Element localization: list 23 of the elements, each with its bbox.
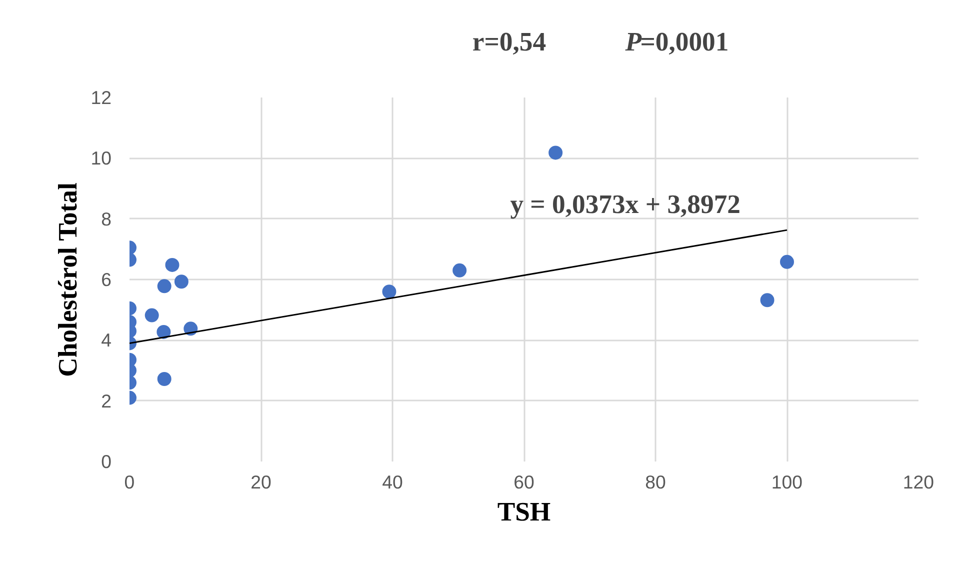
y-tick-label: 12	[90, 87, 112, 108]
y-tick-label: 6	[101, 269, 112, 290]
annotation: y = 0,0373x + 3,8972	[510, 188, 741, 219]
y-tick-label: 4	[101, 330, 112, 351]
x-tick-label: 80	[645, 472, 666, 492]
y-tick-label: 2	[101, 390, 112, 412]
x-tick-label: 60	[514, 472, 534, 492]
point	[780, 254, 794, 269]
y-tick-label: 10	[90, 148, 112, 169]
y-tick-label: 8	[101, 208, 112, 230]
point	[760, 293, 774, 308]
x-axis-title: TSH	[497, 496, 551, 526]
x-tick-label: 100	[771, 472, 803, 492]
x-tick-label: 40	[382, 472, 403, 492]
x-tick-label: 20	[250, 472, 272, 492]
y-axis-title: Cholestérol Total	[52, 182, 83, 377]
text: P=0,0001	[624, 26, 729, 56]
y-tick-label: 0	[101, 451, 112, 472]
point	[548, 146, 563, 160]
point	[452, 263, 467, 278]
x-tick-label: 120	[902, 472, 934, 492]
text: r=0,54	[472, 26, 546, 56]
x-tick-label: 0	[124, 472, 135, 492]
